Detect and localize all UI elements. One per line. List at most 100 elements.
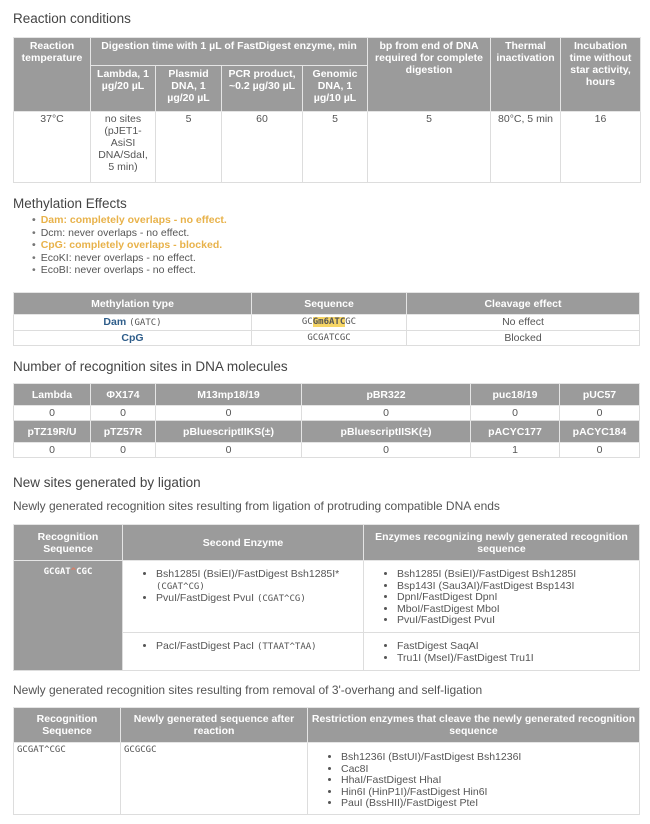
overhang-recognition-sequence: GCGAT^CGC bbox=[13, 742, 121, 815]
ligation-header: Enzymes recognizing newly generated reco… bbox=[363, 524, 640, 561]
site-count: 1 bbox=[470, 442, 560, 458]
dna-molecule-header: M13mp18/19 bbox=[155, 383, 302, 406]
ligation-recognition-sequence: GCGAT^CGC bbox=[13, 560, 123, 671]
ligation-title: New sites generated by ligation bbox=[13, 475, 201, 490]
dna-molecule-header: puc18/19 bbox=[470, 383, 560, 406]
enzyme-item: PauI (BssHII)/FastDigest PteI bbox=[341, 797, 636, 810]
header-digestion-sub: Plasmid DNA, 1 µg/20 µL bbox=[155, 65, 222, 112]
reaction-cell: 5 bbox=[155, 111, 222, 183]
enzyme-item: MboI/FastDigest MboI bbox=[397, 603, 636, 616]
dna-molecule-header: pACYC177 bbox=[470, 420, 560, 443]
dna-molecule-header: pTZ19R/U bbox=[13, 420, 91, 443]
dna-molecule-header: pACYC184 bbox=[559, 420, 640, 443]
ligation-header: Second Enzyme bbox=[122, 524, 364, 561]
enzyme-name: PacI/FastDigest PacI bbox=[156, 640, 255, 652]
enzyme-name: Bsh1285I (BsiEI)/FastDigest Bsh1285I* bbox=[156, 568, 340, 580]
ligation-header: Recognition Sequence bbox=[13, 524, 123, 561]
cleavage-effect: Blocked bbox=[406, 330, 640, 346]
enzyme-item: Cac8I bbox=[341, 763, 636, 776]
ligation-row: GCGAT^CGC Bsh1285I (BsiEI)/FastDigest Bsh… bbox=[13, 560, 640, 671]
cleavage-effect: No effect bbox=[406, 314, 640, 331]
site-count: 0 bbox=[155, 442, 302, 458]
site-count: 0 bbox=[90, 405, 156, 421]
site-count: 0 bbox=[301, 442, 471, 458]
cut-site-caret: ^ bbox=[70, 567, 77, 577]
site-count: 0 bbox=[301, 405, 471, 421]
sequence-suffix: GC bbox=[345, 317, 357, 327]
methylation-effect-item: CpG: completely overlaps - blocked. bbox=[32, 239, 227, 252]
sequence-cell: GCGm6ATCGC bbox=[251, 314, 407, 331]
enzyme-item: Bsh1285I (BsiEI)/FastDigest Bsh1285I bbox=[397, 568, 636, 581]
header-digestion-sub: Genomic DNA, 1 µg/10 µL bbox=[301, 65, 369, 112]
enzyme-item: Hin6I (HinP1I)/FastDigest Hin6I bbox=[341, 786, 636, 799]
reaction-cell: 16 bbox=[560, 111, 642, 183]
site-count: 0 bbox=[559, 405, 640, 421]
methylation-row: CpG GCGATCGC Blocked bbox=[13, 330, 640, 346]
reaction-cell: 80°C, 5 min bbox=[490, 111, 562, 183]
site-count: 0 bbox=[559, 442, 640, 458]
reaction-conditions-title: Reaction conditions bbox=[13, 11, 131, 26]
overhang-table: Recognition Sequence Newly generated sequ… bbox=[13, 707, 640, 815]
site-count: 0 bbox=[470, 405, 560, 421]
enzyme-sequence: (TTAAT^TAA) bbox=[256, 642, 317, 652]
second-enzyme-item: Bsh1285I (BsiEI)/FastDigest Bsh1285I*(CG… bbox=[156, 568, 360, 593]
reaction-cell: 60 bbox=[221, 111, 303, 183]
dna-molecule-header: ΦX174 bbox=[90, 383, 156, 406]
sequence-methylated-site: Gm6ATC bbox=[312, 317, 346, 327]
second-enzyme-item: PvuI/FastDigest PvuI (CGAT^CG) bbox=[156, 592, 360, 606]
dna-molecule-header: pBluescriptIIKS(±) bbox=[155, 420, 302, 443]
methylation-header: Methylation type bbox=[13, 292, 252, 315]
reaction-cell: no sites (pJET1-AsiSI DNA/SdaI, 5 min) bbox=[90, 111, 156, 183]
enzyme-item: PvuI/FastDigest PvuI bbox=[397, 614, 636, 627]
methylation-table: Methylation type Sequence Cleavage effect … bbox=[13, 292, 640, 346]
recognition-prefix: GCGAT bbox=[43, 567, 71, 577]
methylation-effects-list: Dam: completely overlaps - no effect.Dcm… bbox=[32, 214, 227, 277]
methylation-effect-item: EcoBI: never overlaps - no effect. bbox=[32, 264, 227, 277]
enzyme-item: FastDigest SaqAI bbox=[397, 640, 636, 653]
enzyme-item: HhaI/FastDigest HhaI bbox=[341, 774, 636, 787]
methylation-type-note: (GATC) bbox=[129, 318, 162, 328]
header-bp-from-end: bp from end of DNA required for complete… bbox=[367, 37, 492, 112]
methylation-type-cell: CpG bbox=[13, 330, 252, 346]
second-enzyme-list: PacI/FastDigest PacI (TTAAT^TAA) bbox=[126, 640, 360, 654]
overhang-header: Newly generated sequence after reaction bbox=[120, 707, 308, 743]
recognizing-enzymes-list: Bsh1285I (BsiEI)/FastDigest Bsh1285IBsp1… bbox=[367, 568, 636, 627]
overhang-header: Restriction enzymes that cleave the newl… bbox=[307, 707, 640, 743]
enzyme-item: Bsp143I (Sau3AI)/FastDigest Bsp143I bbox=[397, 580, 636, 593]
recognizing-enzymes-list: FastDigest SaqAITru1I (MseI)/FastDigest … bbox=[367, 640, 636, 665]
header-reaction-temperature: Reaction temperature bbox=[13, 37, 91, 112]
dna-molecule-header: Lambda bbox=[13, 383, 91, 406]
header-thermal-inactivation: Thermal inactivation bbox=[490, 37, 562, 112]
methylation-title: Methylation Effects bbox=[13, 196, 127, 211]
methylation-row: Dam (GATC) GCGm6ATCGC No effect bbox=[13, 314, 640, 331]
enzyme-item: Tru1I (MseI)/FastDigest Tru1I bbox=[397, 652, 636, 665]
sites-header-row: pTZ19R/U pTZ57R pBluescriptIIKS(±) pBluescr… bbox=[13, 420, 640, 443]
site-count: 0 bbox=[155, 405, 302, 421]
header-incubation-time: Incubation time without star activity, h… bbox=[560, 37, 642, 112]
header-digestion-sub: PCR product, ~0.2 µg/30 µL bbox=[221, 65, 303, 112]
ligation-subtitle: Newly generated recognition sites result… bbox=[13, 499, 500, 513]
second-enzyme-cell: PacI/FastDigest PacI (TTAAT^TAA) bbox=[122, 632, 364, 671]
recognition-suffix: CGC bbox=[76, 567, 93, 577]
recognizing-enzymes-cell: Bsh1285I (BsiEI)/FastDigest Bsh1285IBsp1… bbox=[363, 560, 640, 633]
ligation-table: Recognition Sequence Second Enzyme Enzymes… bbox=[13, 524, 640, 671]
second-enzyme-item: PacI/FastDigest PacI (TTAAT^TAA) bbox=[156, 640, 360, 654]
overhang-header: Recognition Sequence bbox=[13, 707, 121, 743]
second-enzyme-cell: Bsh1285I (BsiEI)/FastDigest Bsh1285I*(CG… bbox=[122, 560, 364, 633]
reaction-conditions-table: Reaction temperature Digestion time with… bbox=[13, 37, 642, 183]
overhang-enzyme-list: Bsh1236I (BstUI)/FastDigest Bsh1236ICac8… bbox=[311, 751, 636, 810]
methylation-type: Dam bbox=[103, 316, 127, 328]
enzyme-name: PvuI/FastDigest PvuI bbox=[156, 592, 255, 604]
enzyme-sequence: (CGAT^CG) bbox=[156, 581, 205, 592]
methylation-header: Sequence bbox=[251, 292, 407, 315]
reaction-cell: 5 bbox=[301, 111, 369, 183]
reaction-cell: 5 bbox=[367, 111, 492, 183]
enzyme-item: Bsh1236I (BstUI)/FastDigest Bsh1236I bbox=[341, 751, 636, 764]
header-digestion-sub: Lambda, 1 µg/20 µL bbox=[90, 65, 156, 112]
dna-molecule-header: pBR322 bbox=[301, 383, 471, 406]
enzyme-sequence: (CGAT^CG) bbox=[256, 594, 306, 604]
dna-molecule-header: pBluescriptIISK(±) bbox=[301, 420, 471, 443]
methylation-header: Cleavage effect bbox=[406, 292, 640, 315]
